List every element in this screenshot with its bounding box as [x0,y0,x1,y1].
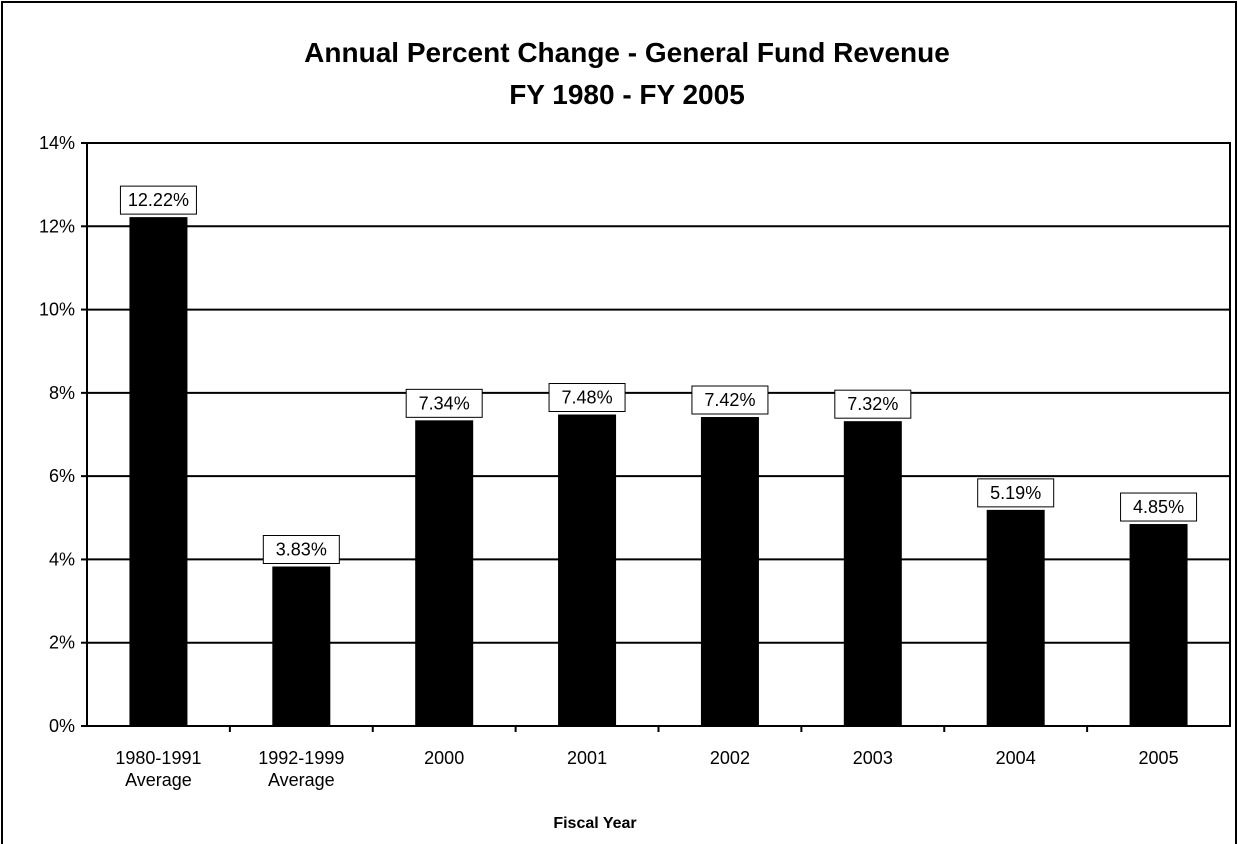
y-tick-label: 14% [39,133,75,153]
data-label: 7.48% [562,388,613,408]
data-label-box [119,185,197,215]
data-label-box [691,385,769,415]
x-tick-label: 2000 [424,748,464,768]
data-labels: 12.22% 3.83% 7.34% 7.48% 7.42% 7.32% 5.19% 4.85… [119,185,1198,565]
y-tick-label: 6% [49,466,75,486]
data-label-box [834,389,912,419]
bars [129,217,1188,727]
x-tick-label: Average [268,770,335,790]
y-tick-label: 4% [49,549,75,569]
data-label: 7.42% [704,390,755,410]
chart-title: Annual Percent Change - General Fund Rev… [304,37,950,68]
y-tick-label: 8% [49,383,75,403]
y-axis-ticks: 0% 2% 4% 6% 8% 10% 12% 14% [39,133,87,736]
data-label: 4.85% [1133,497,1184,517]
data-label-box [262,535,340,565]
bar [986,509,1045,726]
data-label: 5.19% [990,483,1041,503]
bar [415,420,474,726]
x-tick-label: 2004 [996,748,1036,768]
chart-subtitle: FY 1980 - FY 2005 [509,79,745,110]
x-tick-label: 2001 [567,748,607,768]
bar [272,566,331,726]
data-label: 12.22% [128,190,189,210]
data-label-box [977,478,1055,508]
data-label: 7.34% [419,393,470,413]
x-tick-label: 2005 [1139,748,1179,768]
y-tick-label: 10% [39,300,75,320]
data-label-box [405,388,483,418]
x-tick-label: 1992-1999 [258,748,344,768]
x-axis-title: Fiscal Year [553,815,636,832]
x-tick-label: 2002 [710,748,750,768]
x-tick-label: 1980-1991 [115,748,201,768]
bar [558,414,617,726]
bar [129,217,188,727]
data-label-box [548,383,626,413]
data-label-box [1120,492,1198,522]
bar [700,417,759,726]
y-tick-label: 2% [49,633,75,653]
data-label: 7.32% [847,394,898,414]
x-tick-label: Average [125,770,192,790]
bar [1129,524,1188,726]
bar [843,421,902,726]
y-tick-label: 0% [49,716,75,736]
y-tick-label: 12% [39,216,75,236]
x-tick-label: 2003 [853,748,893,768]
data-label: 3.83% [276,540,327,560]
